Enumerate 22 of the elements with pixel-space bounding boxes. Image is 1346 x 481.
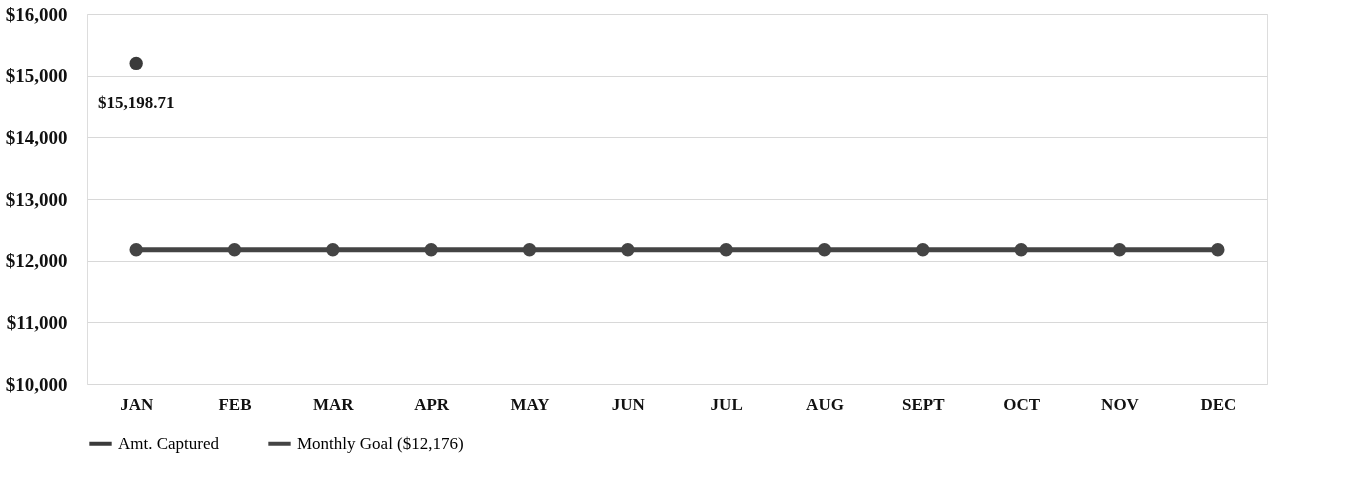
legend-label: Amt. Captured bbox=[118, 433, 220, 453]
legend-label: Monthly Goal ($12,176) bbox=[297, 433, 464, 453]
x-tick-label: NOV bbox=[1101, 394, 1140, 414]
y-tick-label: $13,000 bbox=[5, 188, 68, 210]
x-tick-label: JUL bbox=[710, 394, 743, 414]
y-tick-label: $16,000 bbox=[5, 3, 68, 25]
y-tick-label: $12,000 bbox=[5, 250, 68, 272]
x-tick-label: SEPT bbox=[902, 394, 946, 414]
x-tick-label: JAN bbox=[120, 394, 154, 414]
x-tick-label: AUG bbox=[806, 394, 844, 414]
x-tick-label: APR bbox=[414, 394, 450, 414]
x-tick-label: FEB bbox=[218, 394, 252, 414]
data-label: $15,198.71 bbox=[97, 93, 175, 113]
y-tick-label: $11,000 bbox=[6, 311, 68, 333]
x-tick-label: JUN bbox=[611, 394, 646, 414]
x-tick-label: DEC bbox=[1200, 394, 1237, 414]
y-tick-label: $14,000 bbox=[5, 126, 68, 148]
x-tick-label: OCT bbox=[1003, 394, 1041, 414]
x-tick-label: MAY bbox=[510, 394, 550, 414]
x-tick-label: MAR bbox=[313, 394, 355, 414]
y-tick-label: $10,000 bbox=[5, 373, 68, 395]
y-tick-label: $15,000 bbox=[5, 65, 68, 87]
